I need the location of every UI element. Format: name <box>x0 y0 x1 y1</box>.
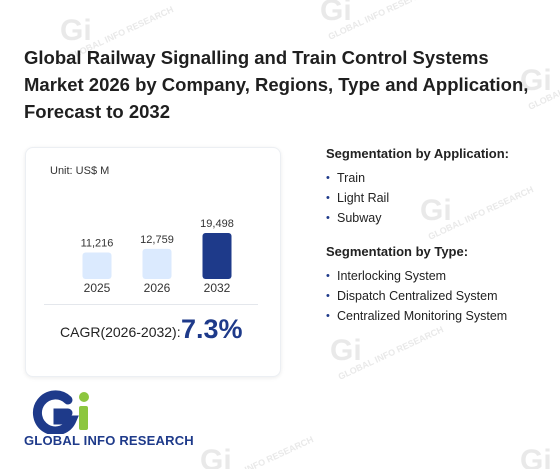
bar-chart: 11,216 2025 12,759 2026 19,498 2032 <box>81 218 234 295</box>
x-tick-label: 2026 <box>144 281 171 295</box>
unit-label: Unit: US$ M <box>50 165 110 177</box>
cagr-value: 7.3% <box>181 314 243 344</box>
watermark-mark: Gi <box>60 14 92 47</box>
x-tick-label: 2025 <box>84 281 111 295</box>
list-item: Train <box>326 168 546 188</box>
segmentation-application: Segmentation by Application: Train Light… <box>326 146 546 228</box>
watermark-mark: Gi <box>200 444 232 469</box>
watermark-mark: Gi <box>520 444 552 469</box>
bar-value-label: 12,759 <box>140 234 174 246</box>
segmentation-type-title: Segmentation by Type: <box>326 244 469 259</box>
bar-value-label: 11,216 <box>81 238 114 250</box>
watermark-text: GLOBAL INFO RESEARCH <box>527 434 560 469</box>
list-item: Interlocking System <box>326 266 546 286</box>
bar-2032 <box>202 233 232 279</box>
cagr-label: CAGR(2026-2032): <box>60 324 181 340</box>
market-size-card: Unit: US$ M 11,216 2025 12,759 2026 19,498 20… <box>25 147 281 377</box>
x-tick-label: 2032 <box>204 281 231 295</box>
watermark-text: GLOBAL INFO RESEARCH <box>327 0 435 42</box>
segmentation-application-title: Segmentation by Application: <box>326 146 509 161</box>
watermark-mark: Gi <box>330 334 362 367</box>
list-item: Dispatch Centralized System <box>326 286 546 306</box>
watermark-text: GLOBAL INFO RESEARCH <box>207 434 315 469</box>
card-divider <box>44 304 258 305</box>
page-title: Global Railway Signalling and Train Cont… <box>24 47 529 122</box>
bar-2026 <box>142 248 172 279</box>
type-list: Interlocking System Dispatch Centralized… <box>326 266 546 326</box>
list-item: Centralized Monitoring System <box>326 306 546 326</box>
watermark-mark: Gi <box>320 0 352 27</box>
bar-2025 <box>82 252 112 279</box>
bar-value-label: 19,498 <box>200 218 234 230</box>
company-logo-icon <box>32 390 89 434</box>
list-item: Light Rail <box>326 188 546 208</box>
application-list: Train Light Rail Subway <box>326 168 546 228</box>
company-logo-text: GLOBAL INFO RESEARCH <box>24 433 194 448</box>
watermark-text: GLOBAL INFO RESEARCH <box>337 324 445 382</box>
list-item: Subway <box>326 208 546 228</box>
segmentation-type: Segmentation by Type: Interlocking Syste… <box>326 244 546 326</box>
